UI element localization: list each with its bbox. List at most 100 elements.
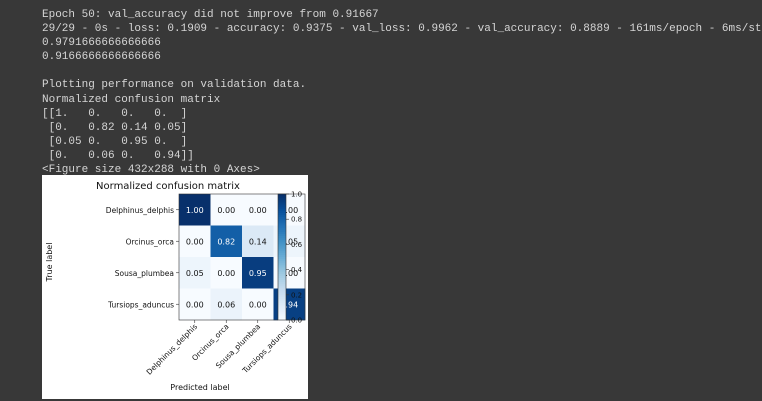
colorbar-segment: [278, 223, 286, 226]
row-tick-label: Delphinus_delphis: [106, 206, 174, 215]
colorbar-segment: [278, 317, 286, 321]
heatmap-cell: [242, 257, 274, 289]
heatmap-frame: [178, 193, 306, 321]
colorbar-segment: [278, 271, 286, 275]
colorbar-segment: [278, 263, 286, 266]
heatmap-cell: [179, 225, 211, 258]
colorbar-segment: [278, 240, 286, 243]
confusion-matrix-chart: Normalized confusion matrix 1.00 0.00 0.00…: [45, 181, 306, 392]
colorbar-segment: [278, 284, 286, 287]
heatmap-cell: [179, 257, 211, 289]
output-line-plotting: Plotting performance on validation data.: [42, 79, 307, 92]
colorbar-segment: [278, 206, 286, 210]
colorbar-segment: [278, 265, 286, 268]
colorbar-segment: [278, 242, 286, 245]
colorbar-segment: [278, 309, 286, 312]
colorbar-segment: [278, 313, 286, 317]
column-tick-labels: Delphinus_delphisOrcinus_orcaSousa_plumb…: [145, 320, 294, 377]
colorbar-segment: [278, 252, 286, 256]
colorbar-segment: [278, 229, 286, 233]
colorbar-segment: [278, 296, 286, 300]
colorbar-segment: [278, 227, 286, 231]
colorbar-segment: [278, 204, 286, 207]
output-line-matrix-row-1: [[1. 0. 0. 0. ]: [42, 107, 188, 120]
heatmap-cell: [242, 194, 274, 226]
colorbar-segment: [278, 275, 286, 279]
colorbar-segment: [278, 244, 286, 247]
cell-value-label: 0.05: [280, 237, 298, 246]
output-line-score-2: 0.9166666666666666: [42, 51, 161, 64]
cell-value-label: 0.00: [249, 206, 267, 215]
cell-value-label: 0.14: [249, 237, 267, 246]
colorbar-frame: [277, 193, 287, 321]
heatmap-cell: [210, 194, 243, 226]
colorbar-segment: [278, 212, 286, 216]
colorbar-segment: [278, 273, 286, 277]
colorbar-segment: [278, 246, 286, 249]
output-line-figure-size: <Figure size 432x288 with 0 Axes>: [42, 164, 260, 177]
output-line-score-1: 0.9791666666666666: [42, 37, 161, 50]
colorbar-segment: [278, 202, 286, 205]
heatmap-cell: [210, 257, 243, 289]
heatmap-cell: [242, 288, 274, 321]
output-line-matrix-row-4: [0. 0.06 0. 0.94]]: [42, 149, 194, 162]
colorbar-segment: [278, 282, 286, 285]
heatmap-cell: [210, 225, 243, 258]
colorbar-tick-label: 0.8: [291, 216, 302, 224]
output-line-matrix-row-2: [0. 0.82 0.14 0.05]: [42, 121, 188, 134]
colorbar-segment: [278, 286, 286, 289]
colorbar-segment: [278, 259, 286, 262]
cell-value-label: 0.00: [217, 269, 235, 278]
colorbar-segment: [278, 217, 286, 220]
cell-value-label: 0.95: [249, 269, 267, 278]
row-tick-label: Orcinus_orca: [126, 237, 174, 246]
colorbar-segment: [278, 225, 286, 228]
colorbar-segment: [278, 280, 286, 283]
colorbar-segment: [278, 210, 286, 214]
colorbar-segment: [278, 267, 286, 270]
cell-value-label: 0.00: [249, 300, 267, 309]
cell-value-label: 0.94: [280, 300, 298, 309]
colorbar-segment: [278, 215, 286, 218]
heatmap-cell: [179, 288, 211, 321]
colorbar-segment: [278, 311, 286, 315]
heatmap-cell: [179, 194, 211, 226]
colorbar-segment: [278, 315, 286, 319]
cell-value-label: 0.05: [186, 269, 204, 278]
colorbar-segment: [278, 307, 286, 310]
cell-value-label: 0.00: [186, 300, 204, 309]
colorbar-segment: [278, 257, 286, 260]
colorbar-tick-label: 1.0: [291, 191, 302, 199]
cell-value-label: 0.00: [186, 237, 204, 246]
colorbar-segment: [278, 221, 286, 224]
colorbar-segment: [278, 219, 286, 222]
output-line-matrix-row-3: [0.05 0. 0.95 0. ]: [42, 135, 188, 148]
cell-value-label: 0.06: [217, 300, 235, 309]
colorbar-segment: [278, 288, 286, 291]
colorbar-tick-label: 0.2: [291, 291, 302, 299]
colorbar-segment: [278, 231, 286, 235]
cell-value-label: 0.00: [217, 206, 235, 215]
output-line-matrix-heading: Normalized confusion matrix: [42, 93, 221, 106]
chart-title: Normalized confusion matrix: [96, 181, 240, 192]
colorbar-segment: [278, 238, 286, 241]
row-tick-labels: Delphinus_delphis Orcinus_orca Sousa_plumb…: [106, 206, 179, 309]
output-line-metrics: 29/29 - 0s - loss: 0.1909 - accuracy: 0.…: [42, 23, 762, 36]
colorbar-segment: [278, 198, 286, 201]
cell-value-label: 0.00: [280, 206, 298, 215]
colorbar-segment: [278, 290, 286, 294]
colorbar-segment: [278, 292, 286, 296]
colorbar-tick-label: 0.4: [291, 266, 303, 274]
cell-output: Epoch 50: val_accuracy did not improve f…: [42, 8, 762, 177]
colorbar-segment: [278, 236, 286, 239]
colorbar-segment: [278, 200, 286, 203]
x-axis-label: Predicted label: [170, 383, 229, 392]
colorbar-segment: [278, 269, 286, 273]
colorbar-tick-label: 0.6: [291, 241, 303, 249]
colorbar-segment: [278, 250, 286, 254]
confusion-matrix-figure: Normalized confusion matrix 1.00 0.00 0.00…: [42, 175, 308, 399]
column-tick-label: Delphinus_delphis: [145, 322, 200, 377]
cell-value-label: 0.82: [217, 237, 235, 246]
row-tick-label: Tursiops_aduncus: [107, 300, 174, 309]
colorbar-tick-label: 0.0: [291, 317, 302, 325]
